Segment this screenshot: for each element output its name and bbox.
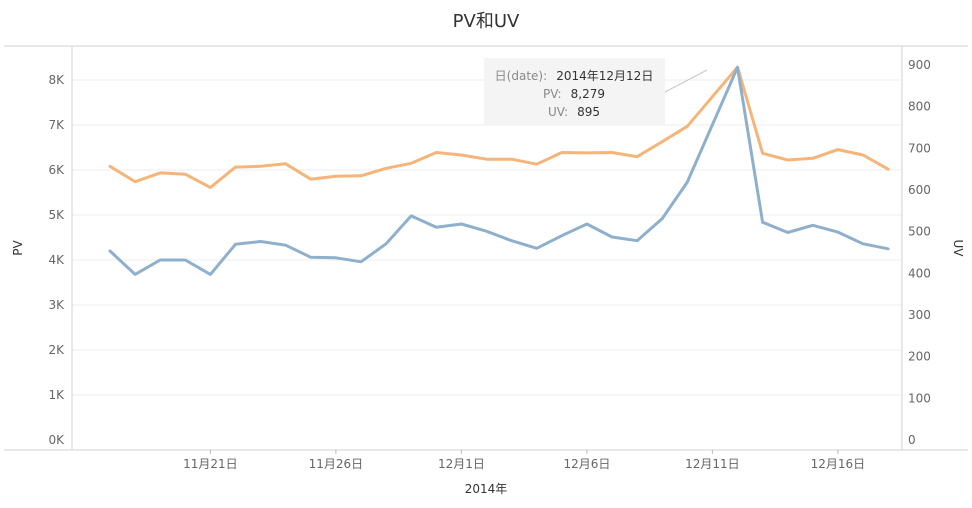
y-left-axis-title: PV [11,239,25,255]
y-right-tick-label: 800 [908,100,931,114]
y-left-tick-label: 5K [48,208,65,222]
tooltip-pv-line: PV: 8,279 [543,83,605,102]
y-right-tick-label: 700 [908,141,931,155]
tooltip: 日(date): 2014年12月12日 PV: 8,279 UV: 895 [484,58,708,126]
y-left-tick-label: 2K [48,343,65,357]
x-tick-label: 12月16日 [811,457,866,471]
y-right-tick-label: 400 [908,266,931,280]
y-left-tick-label: 7K [48,118,65,132]
y-right-tick-label: 600 [908,183,931,197]
x-tick-label: 12月1日 [438,457,485,471]
series-line-uv [108,65,890,189]
x-tick-label: 12月6日 [563,457,610,471]
chart-title: PV和UV [453,11,520,32]
series-line-pv [108,65,890,276]
tooltip-uv-key: UV: [548,105,568,119]
tooltip-leader [664,69,708,93]
y-left-tick-label: 3K [48,298,65,312]
tooltip-box [484,58,665,126]
y-left-tick-label: 1K [48,388,65,402]
y-right-axis-title: UV [951,240,965,258]
y-left-tick-label: 4K [48,253,65,267]
x-tick-label: 11月26日 [309,457,364,471]
y-right-tick-label: 0 [908,433,916,447]
y-left-tick-label: 0K [48,433,65,447]
x-ticks: 11月21日 11月26日 12月1日 12月6日 12月11日 12月16日 [183,450,865,471]
y-right-tick-label: 900 [908,58,931,72]
gridlines [72,79,902,396]
tooltip-uv-line: UV: 895 [548,101,600,120]
y-left-tick-label: 6K [48,163,65,177]
y-right-tick-label: 500 [908,225,931,239]
x-tick-label: 12月11日 [685,457,740,471]
y-right-tick-label: 200 [908,350,931,364]
series-layer [108,65,890,276]
y-left-tick-label: 8K [48,73,65,87]
y-right-tick-label: 300 [908,308,931,322]
tooltip-date-key: 日(date): [495,69,547,83]
tooltip-pv-value: 8,279 [571,87,605,101]
tooltip-date-line: 日(date): 2014年12月12日 [495,65,654,84]
tooltip-pv-key: PV: [543,87,562,101]
y-left-ticks: 0K 1K 2K 3K 4K 5K 6K 7K 8K [48,73,65,447]
y-right-tick-label: 100 [908,391,931,405]
x-axis-title: 2014年 [465,482,508,496]
tooltip-uv-value: 895 [577,105,600,119]
x-tick-label: 11月21日 [183,457,238,471]
tooltip-date-value: 2014年12月12日 [556,69,653,83]
y-right-ticks: 0 100 200 300 400 500 600 700 800 900 [908,58,931,447]
